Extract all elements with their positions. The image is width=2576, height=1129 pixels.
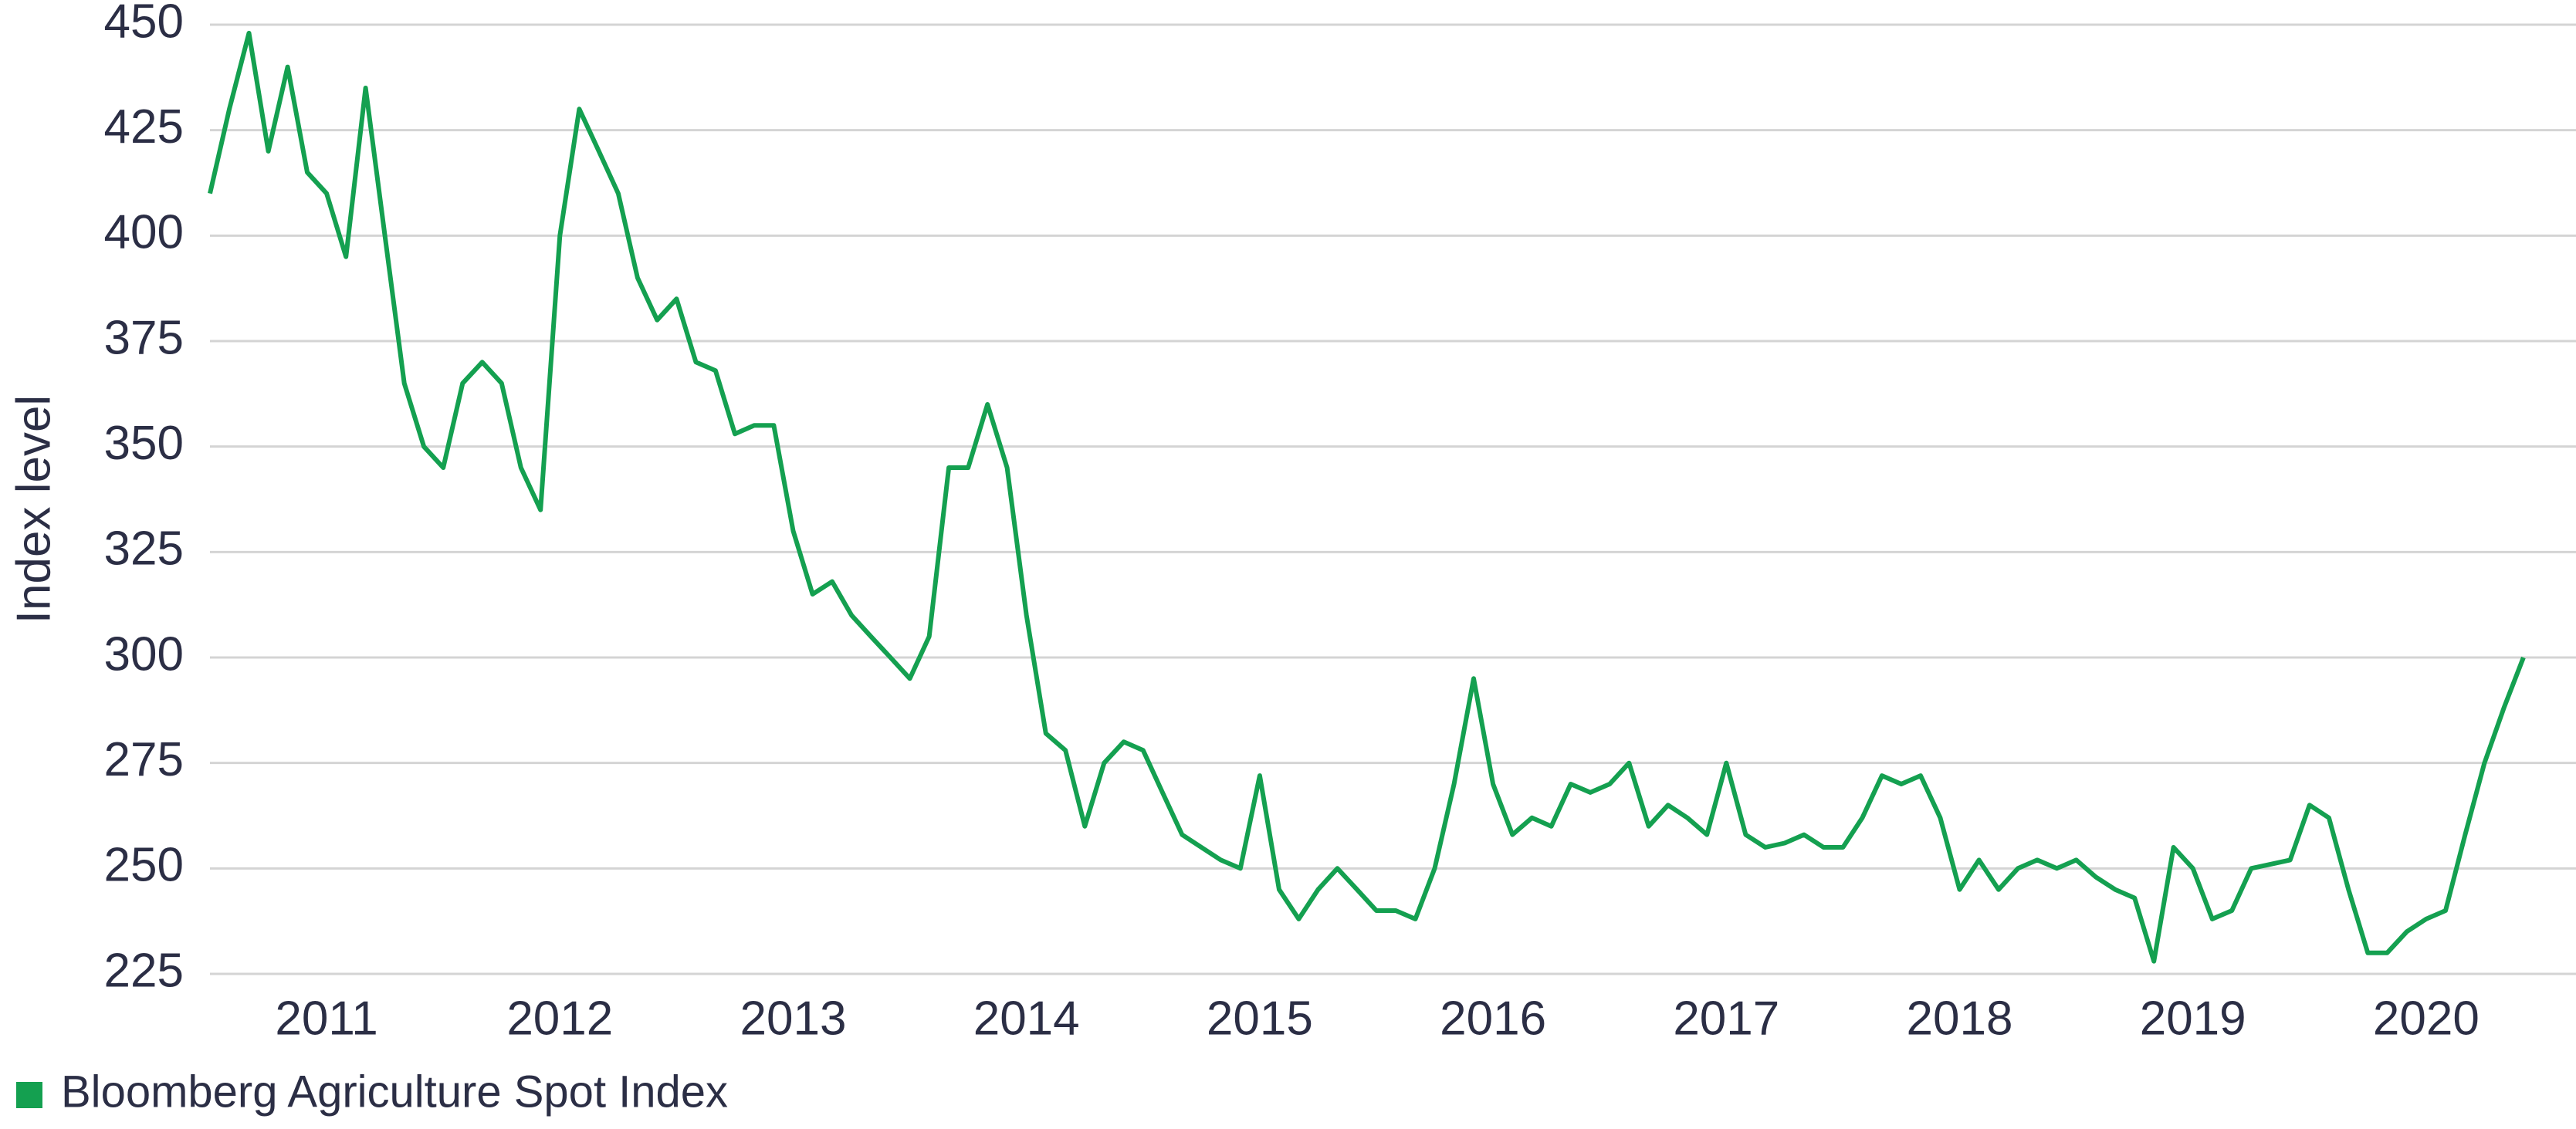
x-tick-label: 2011 [275, 992, 377, 1045]
y-tick-label: 300 [104, 627, 184, 681]
y-tick-label: 450 [104, 0, 184, 48]
legend-label: Bloomberg Agriculture Spot Index [61, 1066, 728, 1117]
x-tick-label: 2015 [1207, 992, 1313, 1045]
x-tick-label: 2018 [1907, 992, 2013, 1045]
x-tick-label: 2013 [740, 992, 847, 1045]
y-tick-label: 400 [104, 206, 184, 259]
series-line [208, 30, 2526, 964]
y-tick-label: 425 [104, 100, 184, 154]
x-tick-label: 2017 [1673, 992, 1779, 1045]
x-tick-label: 2014 [973, 992, 1080, 1045]
y-tick-label: 325 [104, 522, 184, 576]
x-tick-label: 2020 [2373, 992, 2480, 1045]
y-tick-label: 275 [104, 733, 184, 786]
y-tick-label: 350 [104, 417, 184, 470]
x-tick-label: 2019 [2140, 992, 2246, 1045]
x-tick-label: 2012 [506, 992, 613, 1045]
y-tick-label: 250 [104, 839, 184, 892]
y-axis-title: Index level [7, 395, 60, 624]
legend-swatch [16, 1082, 42, 1108]
y-tick-label: 225 [104, 944, 184, 997]
y-tick-label: 375 [104, 311, 184, 364]
x-tick-label: 2016 [1440, 992, 1546, 1045]
